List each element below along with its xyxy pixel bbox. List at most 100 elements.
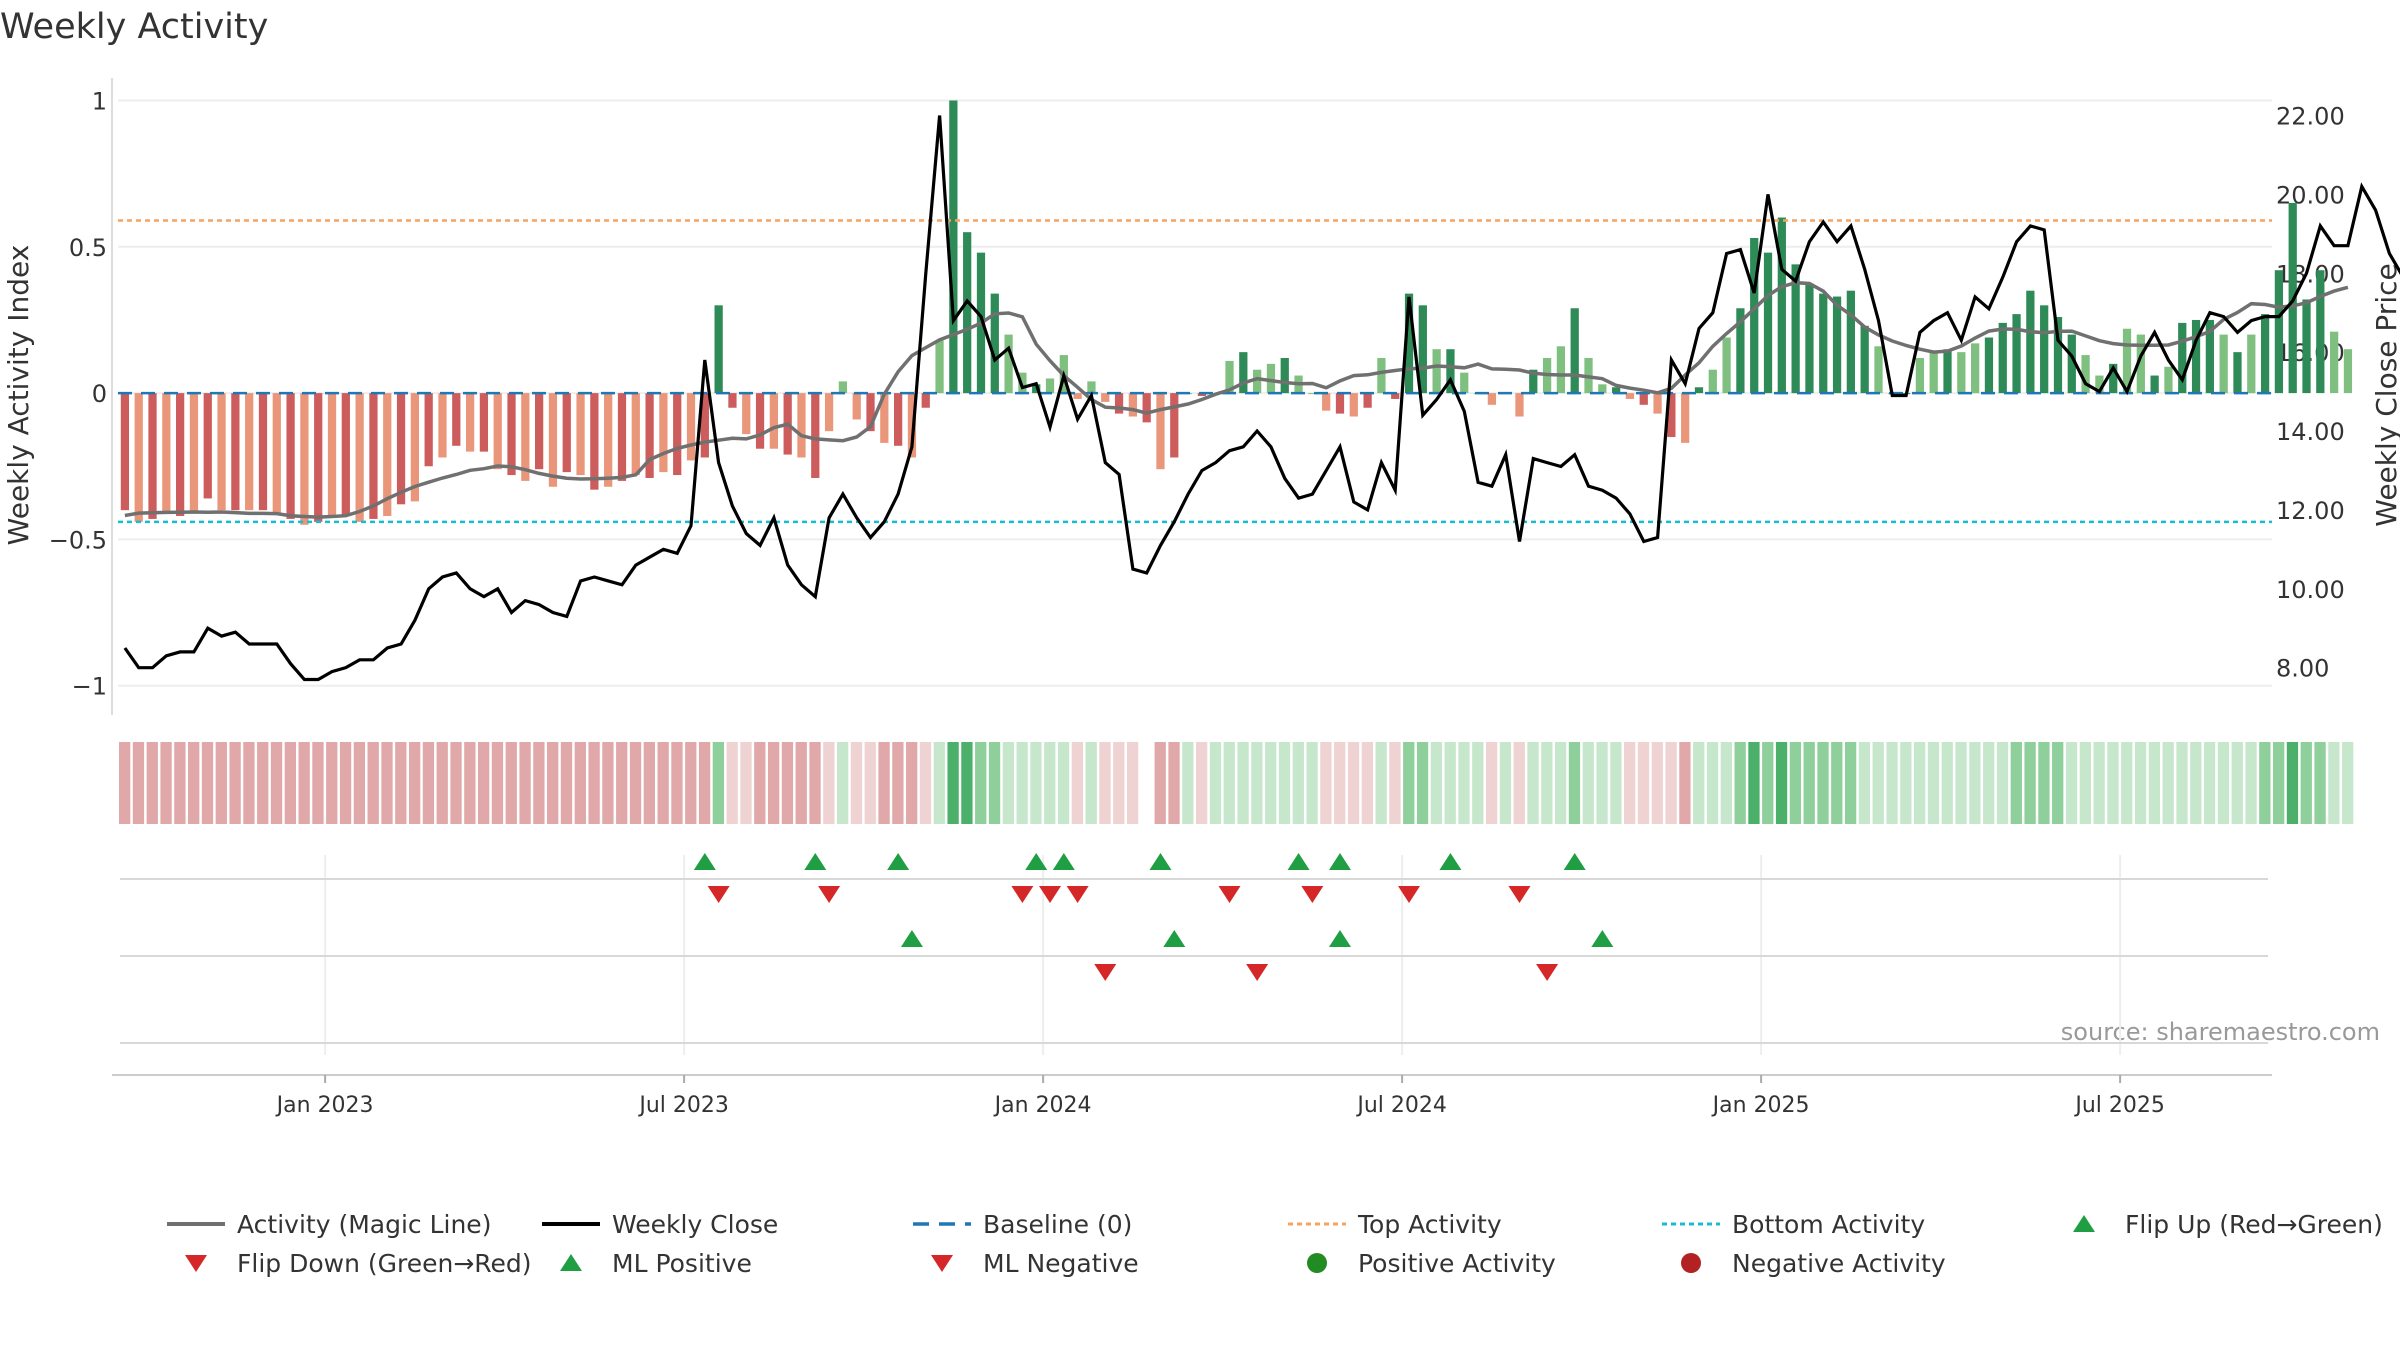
legend-label: Flip Down (Green→Red): [237, 1249, 532, 1278]
activity-bar: [935, 340, 944, 394]
heat-cell: [450, 742, 462, 824]
activity-bar: [963, 232, 972, 394]
heat-cell: [132, 742, 145, 824]
heat-cell: [2203, 742, 2216, 824]
activity-bar: [907, 393, 917, 458]
activity-bar: [1363, 393, 1372, 408]
activity-bar: [1418, 305, 1427, 394]
activity-bar: [2343, 349, 2353, 394]
left-tick-label: 1: [92, 87, 107, 115]
activity-bar: [1777, 217, 1786, 394]
heat-cell: [422, 742, 435, 824]
heat-cell: [616, 742, 628, 824]
heat-cell: [1209, 742, 1222, 824]
activity-bar: [562, 393, 571, 473]
flip-down-marker: [1011, 886, 1034, 903]
legend-swatch: [2073, 1215, 2095, 1232]
activity-bar: [1736, 308, 1745, 394]
heat-cell: [519, 742, 531, 824]
heat-cell: [2231, 742, 2243, 824]
activity-bar: [1432, 349, 1441, 394]
heat-cell: [1251, 742, 1263, 824]
heat-cell: [1499, 742, 1512, 824]
flip-up-marker: [1328, 853, 1351, 870]
heat-cell: [2342, 742, 2354, 824]
activity-bar: [1929, 352, 1938, 394]
heat-cell: [326, 742, 338, 824]
flip-up-marker: [1287, 853, 1310, 870]
heat-cell: [1955, 742, 1967, 824]
heat-cell: [837, 742, 849, 824]
heat-cell: [1126, 742, 1139, 824]
activity-bar: [548, 393, 558, 487]
flip-down-marker: [1398, 886, 1421, 903]
heat-cell: [988, 742, 1001, 824]
heat-cell: [408, 742, 421, 824]
heat-cell: [809, 742, 821, 824]
flip-up-marker: [1563, 853, 1586, 870]
heat-cell: [1748, 742, 1760, 824]
activity-bar: [1570, 308, 1579, 394]
heat-cell: [975, 742, 987, 824]
heat-cell: [2052, 742, 2064, 824]
heat-cell: [1044, 742, 1056, 824]
legend-label: Positive Activity: [1358, 1249, 1556, 1278]
heat-cell: [892, 742, 904, 824]
heat-cell: [1320, 742, 1332, 824]
activity-bar: [1142, 393, 1151, 423]
activity-bar: [2302, 299, 2311, 394]
activity-bar: [1694, 387, 1704, 394]
activity-bar: [1625, 393, 1635, 399]
activity-bar: [1515, 393, 1524, 417]
flip-down-marker: [1301, 886, 1324, 903]
heat-cell: [1223, 742, 1235, 824]
activity-bar: [148, 393, 157, 519]
activity-bar: [2026, 290, 2035, 394]
heat-cell: [284, 742, 296, 824]
heat-cell: [1347, 742, 1360, 824]
activity-bar: [1998, 322, 2007, 394]
heat-cell: [767, 742, 780, 824]
heat-cell: [2093, 742, 2105, 824]
activity-bar: [1045, 378, 1055, 394]
heat-cell: [2121, 742, 2133, 824]
activity-bar: [617, 393, 627, 481]
heat-cell: [257, 742, 269, 824]
heat-cell: [1941, 742, 1953, 824]
heat-cell: [2300, 742, 2312, 824]
heat-cell: [2010, 742, 2022, 824]
heat-cell: [588, 742, 600, 824]
activity-bar: [2178, 322, 2187, 394]
heat-cell: [1113, 742, 1125, 824]
heat-cell: [1927, 742, 1940, 824]
x-tick-label: Jul 2023: [637, 1093, 729, 1118]
activity-bar: [1639, 393, 1648, 405]
heat-cell: [1610, 742, 1622, 824]
activity-bar: [1239, 352, 1248, 394]
activity-bar: [673, 393, 682, 476]
activity-bar: [383, 393, 392, 517]
activity-bar: [493, 393, 502, 470]
heat-cell: [1665, 742, 1677, 824]
heat-cell: [1016, 742, 1028, 824]
x-tick-label: Jul 2025: [2073, 1093, 2165, 1118]
heat-cell: [1265, 742, 1277, 824]
legend-label: Flip Up (Red→Green): [2125, 1210, 2383, 1239]
heat-cell: [188, 742, 200, 824]
heat-cell: [201, 742, 214, 824]
heat-cell: [1969, 742, 1981, 824]
heat-cell: [685, 742, 697, 824]
heat-cell: [1914, 742, 1926, 824]
heat-cell: [795, 742, 807, 824]
activity-bar: [2067, 334, 2076, 394]
activity-bar: [300, 393, 309, 525]
heat-cell: [160, 742, 172, 824]
activity-bar: [314, 393, 323, 522]
heat-cell: [671, 742, 683, 824]
left-tick-label: −1: [72, 673, 107, 701]
heat-cell: [629, 742, 642, 824]
activity-bar: [2330, 331, 2339, 394]
y-axis-right-label: Weekly Close Price: [2370, 263, 2400, 526]
heat-cell: [2245, 742, 2257, 824]
